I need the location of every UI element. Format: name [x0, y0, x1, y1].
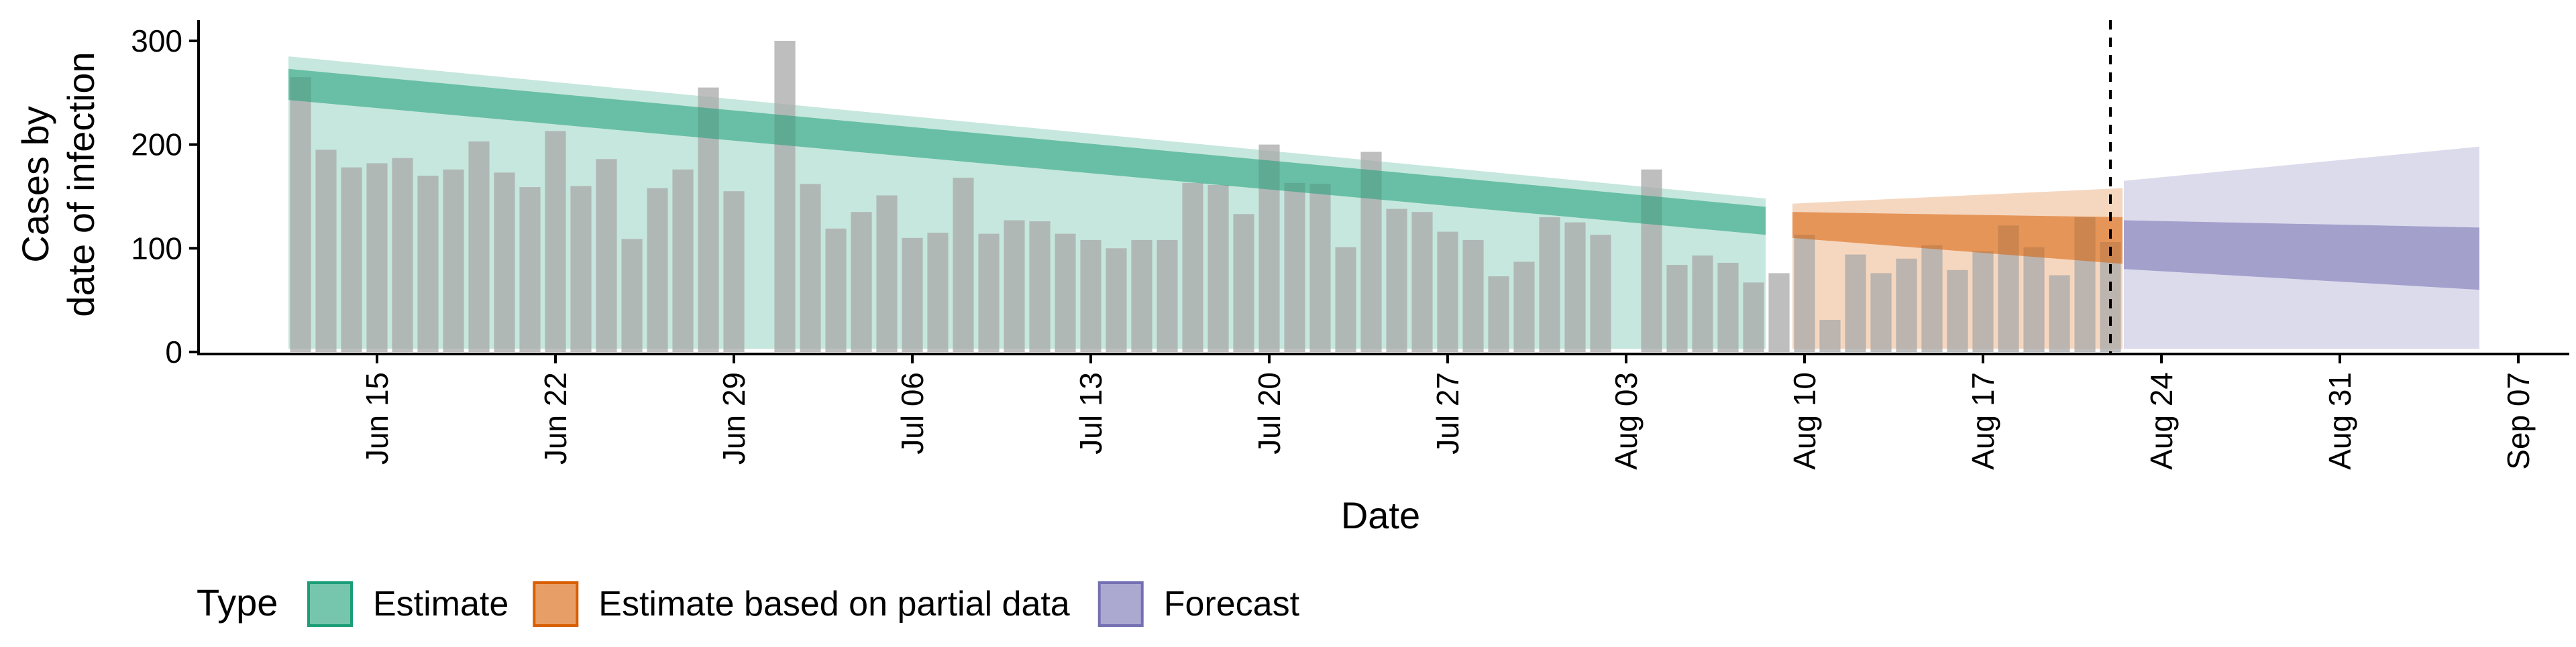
- legend-label: Forecast: [1164, 585, 1300, 624]
- bar: [1080, 239, 1102, 352]
- bar: [672, 169, 694, 352]
- bar: [1845, 254, 1866, 352]
- bar: [927, 233, 949, 352]
- bar: [2049, 275, 2070, 352]
- axes-layer: 0 100 200 300 Jun 15 Jun 22 Jun 29 Jul 06 Jul 13…: [131, 20, 2569, 470]
- y-tick-label: 0: [165, 335, 182, 369]
- bar: [1233, 214, 1254, 352]
- x-tick-label: Aug 24: [2144, 372, 2179, 470]
- x-tick-label: Aug 03: [1609, 372, 1644, 470]
- bar: [774, 40, 796, 352]
- bar: [1972, 251, 1994, 352]
- bar: [1386, 209, 1407, 352]
- bar: [596, 159, 617, 352]
- bar: [1284, 182, 1305, 352]
- bar: [1692, 255, 1713, 352]
- y-axis-title-line1: Cases by: [14, 106, 56, 262]
- bar: [1437, 231, 1458, 352]
- bar: [1335, 247, 1356, 352]
- x-axis-title: Date: [1341, 494, 1420, 536]
- bar: [417, 176, 439, 352]
- bar: [1055, 233, 1076, 352]
- bar: [1462, 239, 1484, 352]
- legend-key: [533, 581, 579, 627]
- bar: [443, 169, 464, 352]
- bar: [315, 150, 337, 352]
- x-tick-label: Jul 20: [1252, 372, 1287, 455]
- bar: [1743, 282, 1764, 352]
- x-tick-label: Jul 27: [1430, 372, 1465, 455]
- x-tick-label: Jun 15: [360, 372, 394, 465]
- x-tick-label: Aug 31: [2322, 372, 2357, 470]
- bar: [723, 191, 745, 352]
- bar: [1004, 220, 1025, 352]
- x-tick-label: Jul 13: [1073, 372, 1108, 455]
- bar: [1513, 261, 1535, 352]
- bar: [1947, 270, 1968, 352]
- bar: [876, 195, 898, 352]
- bar: [570, 186, 592, 352]
- x-tick-label: Jul 06: [895, 372, 930, 455]
- inner-band-1: [1792, 212, 2123, 264]
- inner-band-layer: [288, 68, 2479, 290]
- bar: [1870, 273, 1892, 352]
- bar: [825, 228, 847, 352]
- bar-layer: [290, 40, 2121, 352]
- bar: [1208, 184, 1229, 352]
- legend-label: Estimate: [373, 585, 508, 624]
- legend-title: Type: [197, 581, 278, 624]
- bar: [1564, 222, 1586, 352]
- x-tick-label: Aug 17: [1966, 372, 2000, 470]
- bar: [1896, 258, 1917, 352]
- bar: [366, 163, 388, 352]
- y-axis-title-line2: date of infection: [60, 52, 102, 316]
- bar: [1488, 276, 1509, 352]
- bar: [290, 77, 311, 352]
- bar: [953, 178, 974, 352]
- bar: [1666, 265, 1688, 352]
- legend-label: Estimate based on partial data: [598, 585, 1070, 624]
- bar: [851, 212, 872, 352]
- bar: [902, 237, 923, 352]
- bar: [800, 184, 821, 352]
- bar: [1819, 320, 1841, 352]
- bar: [392, 158, 413, 352]
- bar: [494, 172, 515, 352]
- bar: [341, 167, 362, 352]
- bar: [1794, 235, 1815, 352]
- bar: [978, 233, 1000, 352]
- bar: [1131, 239, 1152, 352]
- x-tick-label: Aug 10: [1787, 372, 1822, 470]
- y-tick-label: 300: [131, 23, 182, 58]
- bar: [1768, 273, 1790, 352]
- bar: [1411, 212, 1433, 352]
- bar: [468, 141, 490, 352]
- bar: [1539, 217, 1560, 352]
- bar: [1106, 248, 1127, 352]
- bar: [1029, 221, 1051, 352]
- legend-key: [1097, 581, 1144, 627]
- inner-band-2: [2124, 220, 2479, 290]
- inner-band-0: [288, 68, 1766, 235]
- x-tick-label: Sep 07: [2501, 372, 2536, 470]
- bar: [545, 131, 566, 352]
- bar: [1717, 262, 1739, 352]
- bar: [621, 239, 643, 352]
- y-tick-label: 200: [131, 127, 182, 162]
- bar: [2023, 247, 2045, 352]
- bar: [1182, 182, 1203, 352]
- bar: [647, 188, 668, 352]
- bar: [1309, 184, 1331, 352]
- bar: [1921, 245, 1943, 352]
- x-tick-label: Jun 22: [538, 372, 573, 465]
- bar: [1157, 239, 1178, 352]
- legend: Type Estimate Estimate based on partial da…: [197, 581, 1300, 627]
- bar: [1590, 235, 1611, 352]
- x-tick-label: Jun 29: [716, 372, 751, 465]
- bar: [519, 187, 541, 352]
- y-tick-label: 100: [131, 231, 182, 266]
- legend-key: [307, 581, 353, 627]
